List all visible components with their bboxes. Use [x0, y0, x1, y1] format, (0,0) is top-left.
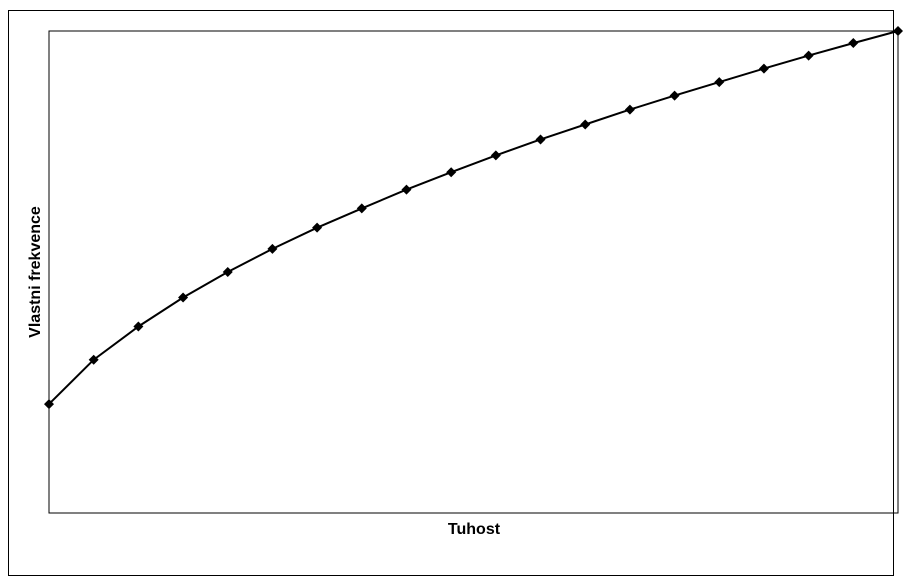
series-marks [44, 26, 903, 410]
data-point-marker [490, 150, 501, 161]
y-axis-label: Vlastni frekvence [27, 206, 44, 338]
data-point-marker [356, 203, 367, 214]
x-axis-label: Tuhost [448, 521, 501, 538]
data-point-marker [535, 134, 546, 145]
data-point-marker [803, 50, 814, 61]
data-point-marker [848, 38, 859, 49]
data-point-marker [893, 26, 903, 36]
data-point-marker [267, 243, 278, 254]
data-point-marker [88, 354, 99, 365]
data-point-marker [758, 63, 769, 74]
chart-frame [8, 10, 894, 576]
data-point-marker [446, 167, 457, 178]
data-point-marker [222, 267, 233, 277]
data-point-marker [312, 222, 323, 233]
data-point-marker [178, 292, 189, 303]
data-point-marker [624, 104, 635, 115]
data-point-marker [580, 119, 591, 130]
data-point-marker [44, 399, 54, 410]
data-point-marker [714, 77, 725, 88]
data-point-marker [133, 321, 144, 332]
plot-area [48, 30, 899, 514]
data-point-marker [401, 184, 412, 195]
data-point-marker [669, 90, 680, 101]
series-line [48, 30, 899, 405]
